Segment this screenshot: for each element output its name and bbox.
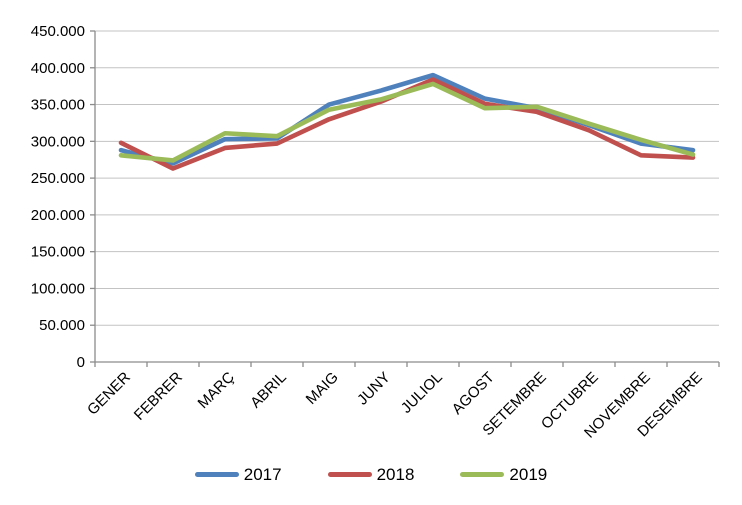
y-axis-tick-label: 50.000	[39, 317, 85, 334]
legend-item-2017: 2017	[194, 465, 282, 484]
y-axis-tick-label: 0	[77, 354, 85, 371]
legend-swatch-2018	[327, 472, 372, 477]
x-axis-tick-label: ABRIL	[247, 369, 290, 412]
x-axis-tick-label: JULIOL	[398, 369, 446, 417]
y-gridlines	[95, 30, 719, 326]
legend-swatch-2017	[194, 472, 239, 477]
legend-item-2018: 2018	[327, 465, 415, 484]
y-axis-tick-label: 150.000	[31, 244, 85, 261]
series-lines	[118, 72, 696, 171]
y-axis-tick-label: 200.000	[31, 207, 85, 224]
x-axis-tick-label: FEBRER	[131, 369, 186, 424]
y-axis-tick-label: 400.000	[31, 60, 85, 77]
legend-item-2019: 2019	[460, 466, 547, 483]
legend-swatch-2019	[460, 472, 505, 477]
y-axis-tick-label: 100.000	[31, 280, 85, 297]
y-axis-tick-label: 350.000	[31, 97, 85, 114]
y-axis-labels: 0 50.000 100.000 150.000 200.000 250.000 300.0…	[31, 23, 85, 371]
y-axis-tick-label: 250.000	[31, 170, 85, 187]
x-axis-tick-label: AGOST	[449, 369, 498, 418]
axes	[90, 30, 720, 367]
y-axis-tick-label: 300.000	[31, 133, 85, 150]
legend-label: 2018	[376, 465, 415, 484]
x-axis-tick-label: JUNY	[354, 369, 394, 409]
x-axis-tick-label: MAIG	[303, 369, 342, 408]
y-axis-tick-label: 450.000	[31, 23, 85, 40]
series-line-2019	[118, 81, 696, 163]
x-axis-tick-label: MARÇ	[195, 369, 238, 412]
legend-label: 2017	[243, 465, 282, 484]
legend-label: 2019	[509, 465, 548, 484]
chart-legend: 2017 2018 2019	[0, 466, 742, 483]
x-axis-tick-label: GENER	[84, 369, 134, 419]
